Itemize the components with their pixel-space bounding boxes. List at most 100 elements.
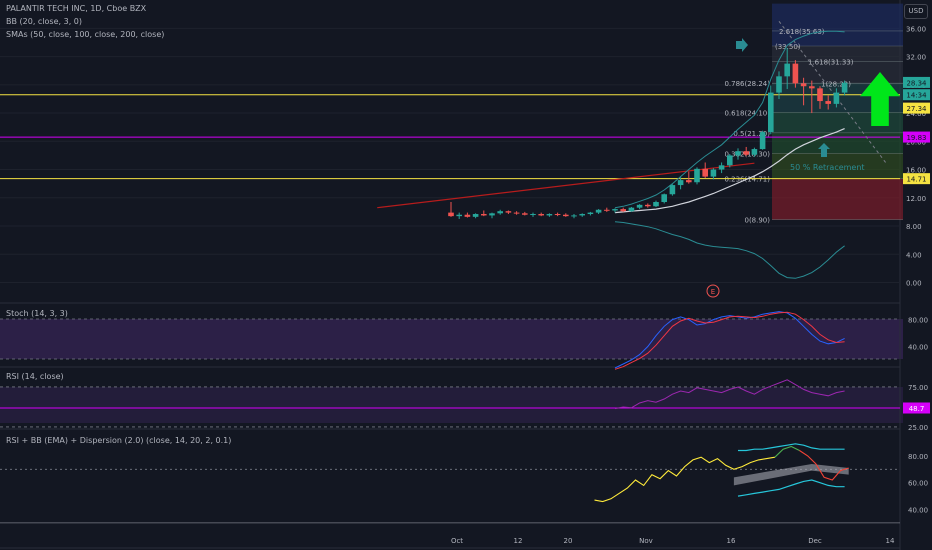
fib-level-label: 1(28.22) <box>821 80 851 88</box>
rsibb-title: RSI + BB (EMA) + Dispersion (2.0) (close… <box>6 436 232 445</box>
rsibb-tick: 40.00 <box>908 507 928 515</box>
candle-body <box>817 88 823 102</box>
currency-button[interactable]: USD <box>904 4 928 19</box>
candle-body <box>612 209 618 211</box>
price-label-tag <box>903 102 930 114</box>
y-tick-label: 0.00 <box>906 280 922 288</box>
candle-body <box>587 212 594 215</box>
stoch-tick: 80.00 <box>908 317 928 325</box>
x-tick-label: 14 <box>886 537 895 545</box>
stoch-k-line <box>614 311 845 369</box>
candle-body <box>841 82 848 93</box>
price-label-text: 27.34 <box>906 105 927 113</box>
candle-body <box>604 209 610 211</box>
candle-body <box>522 213 528 215</box>
bb-upper-band <box>614 30 845 209</box>
rsibb-rsi-red <box>799 450 849 481</box>
rsi-value-text: 48.7 <box>909 405 925 413</box>
symbol-title: PALANTIR TECH INC, 1D, Cboe BZX <box>6 4 147 13</box>
retracement-note: 50 % Retracement <box>790 163 865 172</box>
big-up-arrow <box>860 72 900 126</box>
candle-body <box>481 214 487 216</box>
rsibb-tick: 80.00 <box>908 453 928 461</box>
rsibb-upper <box>738 443 845 452</box>
candle-body <box>497 211 503 214</box>
candle-body <box>800 83 807 87</box>
candle-body <box>694 168 700 183</box>
sma-line <box>614 128 845 214</box>
price-label-tag <box>903 76 930 88</box>
candle-body <box>546 214 553 216</box>
candle-body <box>530 214 536 216</box>
earnings-marker <box>706 284 720 298</box>
candle-body <box>669 185 676 195</box>
fib-zone <box>772 132 903 154</box>
small-up-arrow <box>818 143 830 157</box>
candle-body <box>702 168 708 177</box>
candle-body <box>759 132 766 150</box>
candle-body <box>563 214 569 217</box>
rsibb-rsi-green <box>774 445 800 458</box>
stoch-d-line <box>614 311 845 370</box>
y-tick-label: 8.00 <box>906 223 922 231</box>
y-tick-label: 32.00 <box>906 54 926 62</box>
candle-body <box>743 151 749 155</box>
x-tick-label: 20 <box>564 537 573 545</box>
candle-body <box>809 86 815 89</box>
candle-body <box>554 214 561 216</box>
price-label-text: 14:34 <box>906 92 927 100</box>
price-label-tag <box>903 173 930 185</box>
rsibb-lower <box>737 479 845 497</box>
candle-body <box>472 214 479 217</box>
candle-body <box>489 213 495 216</box>
rsibb-rsi-yellow <box>594 456 775 503</box>
candle-body <box>735 151 741 156</box>
rsi-tick: 75.00 <box>908 384 928 392</box>
fib-zone <box>772 3 903 46</box>
fib-zone <box>772 112 903 133</box>
price-label-text: 19.83 <box>906 134 926 142</box>
price-label-text: 14.71 <box>906 176 926 184</box>
stoch-title: Stoch (14, 3, 3) <box>6 309 68 318</box>
sma-legend: SMAs (50, close, 100, close, 200, close) <box>6 30 165 39</box>
price-label-text: 28.34 <box>906 79 927 87</box>
rsi-line <box>614 379 845 410</box>
dispersion-band <box>733 463 849 486</box>
candle-body <box>776 76 782 93</box>
y-tick-label: 4.00 <box>906 251 922 259</box>
rsi-value-tag <box>903 402 930 414</box>
y-tick-label: 36.00 <box>906 25 926 33</box>
fib-level-label: 0.786(28.24) <box>724 80 770 88</box>
candle-body <box>677 180 684 186</box>
candle-body <box>825 101 831 104</box>
y-tick-label: 12.00 <box>906 195 926 203</box>
fib-level-label: 2.618(35.63) <box>779 28 825 36</box>
candle-body <box>636 204 643 208</box>
candle-body <box>661 194 667 203</box>
candle-body <box>579 214 585 216</box>
candle-body <box>464 214 471 217</box>
x-tick-label: Dec <box>808 537 822 545</box>
x-tick-label: Oct <box>451 537 463 545</box>
candle-body <box>727 155 733 166</box>
x-tick-label: 16 <box>727 537 736 545</box>
small-right-arrow <box>736 38 748 52</box>
candle-body <box>620 209 626 212</box>
x-tick-label: Nov <box>639 537 653 545</box>
fib-level-label: 1.618(31.33) <box>808 58 854 66</box>
candle-body <box>505 211 512 213</box>
price-label-tag <box>903 89 930 101</box>
earnings-label: E <box>711 288 715 296</box>
rsibb-tick: 60.00 <box>908 480 928 488</box>
candle-body <box>833 92 840 104</box>
rsi-title: RSI (14, close) <box>6 372 64 381</box>
candle-body <box>595 209 602 213</box>
price-label-tag <box>903 131 930 143</box>
x-tick-label: 12 <box>514 537 523 545</box>
fib-zone <box>772 153 903 179</box>
candle-body <box>538 214 544 216</box>
trendline <box>377 162 755 209</box>
candle-body <box>792 63 799 84</box>
stoch-band <box>0 319 903 359</box>
